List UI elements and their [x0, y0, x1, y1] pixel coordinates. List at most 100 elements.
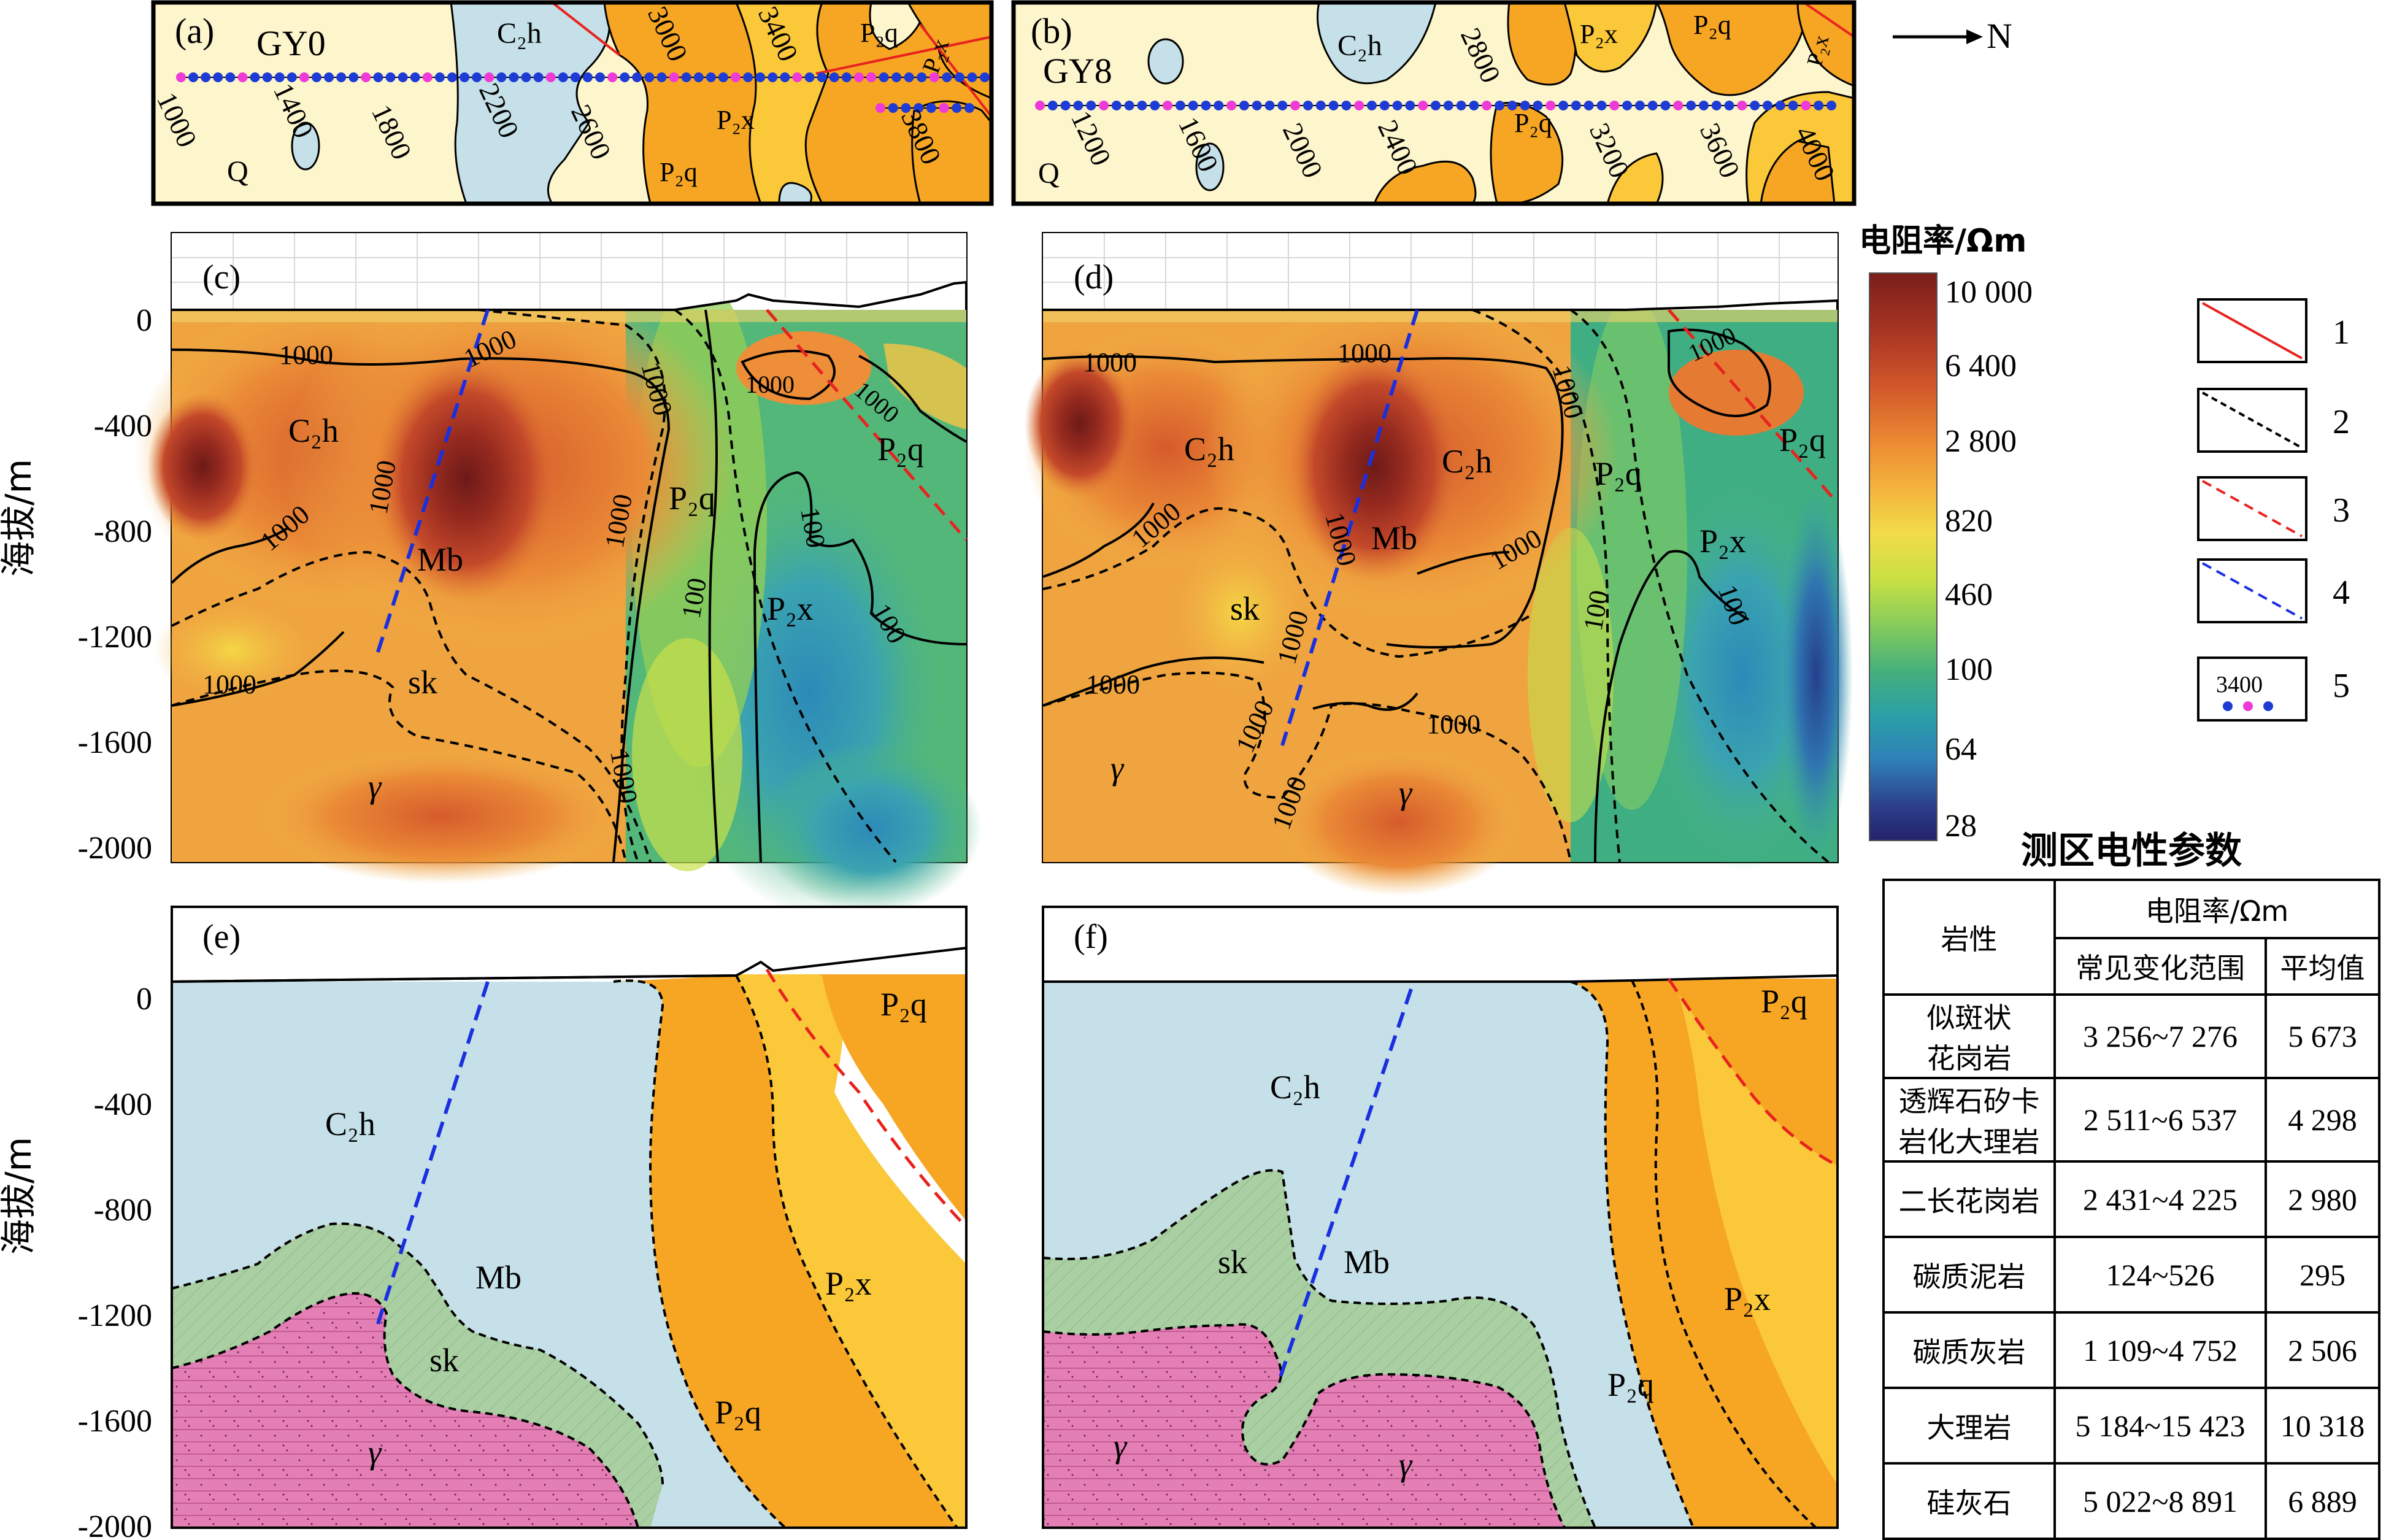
station-dot	[829, 72, 839, 82]
station-dot	[967, 72, 977, 82]
station-dot	[669, 72, 679, 82]
station-dot	[373, 72, 383, 82]
station-dot	[1137, 101, 1147, 110]
y-tick-label: -2000	[78, 831, 152, 866]
panel-d-c2h-label-2: C₂h	[1442, 443, 1492, 480]
table-row: 碳质灰岩 1 109~4 752 2 506	[1882, 1311, 2380, 1389]
panel-a-frame	[151, 0, 994, 206]
panel-f-p2x-label: P₂x	[1724, 1280, 1771, 1317]
station-dot	[1520, 101, 1530, 110]
resistivity-parameter-table: 岩性 电阻率/Ωm 常见变化范围 平均值 似斑状 花岗岩 3 256~7 276 5 …	[1882, 879, 2380, 1540]
colorbar: 电阻率/Ωm 10 000 6 400 2 800 820 460 100 64 28	[1859, 223, 2033, 844]
station-dot	[1277, 101, 1288, 110]
station-dot	[632, 72, 642, 82]
station-dot	[262, 72, 272, 82]
table-cell-range: 2 511~6 537	[2053, 1077, 2267, 1163]
station-dot	[1495, 101, 1505, 110]
panel-d-mb-label: Mb	[1371, 520, 1417, 556]
panel-f-p2q-label: P₂q	[1607, 1366, 1654, 1403]
panel-b-p2x-label: P₂x	[1580, 19, 1618, 49]
station-dot	[942, 72, 952, 82]
station-dot	[1469, 101, 1479, 110]
station-dot	[1073, 101, 1083, 110]
station-dot	[954, 72, 964, 82]
colorbar-tick-label: 10 000	[1945, 275, 2033, 310]
panel-d-p2q-label: P₂q	[1595, 455, 1642, 492]
panel-c-contour-1000-i: 1000	[202, 669, 256, 699]
panel-c-p2x-label: P₂x	[767, 590, 814, 627]
panel-c-contour-1000-a: 1000	[279, 340, 333, 370]
station-dot	[901, 103, 911, 113]
station-dot	[706, 72, 716, 82]
station-dot	[644, 72, 655, 82]
station-dot	[1418, 101, 1428, 110]
station-dot	[1609, 101, 1620, 110]
station-dot	[780, 72, 790, 82]
north-label: N	[1987, 16, 2012, 56]
station-dot	[361, 72, 371, 82]
station-dot	[348, 72, 359, 82]
station-dot	[434, 72, 445, 82]
legend-num-5: 5	[2333, 667, 2350, 705]
panel-e-label: (e)	[202, 918, 241, 956]
panel-e-sk-label: sk	[429, 1342, 459, 1379]
panel-d-contour-1000-b: 1000	[1337, 338, 1391, 368]
table-cell-mean: 5 673	[2265, 993, 2380, 1079]
station-dot	[1188, 101, 1198, 110]
colorbar-tick-label: 64	[1945, 732, 1977, 767]
panel-e-c2h-label: C₂h	[325, 1106, 375, 1142]
panel-d-resistivity-section: (d) C₂h C₂h Mb sk γ γ P₂q P₂x P₂q 1000 1…	[1025, 232, 1853, 896]
legend-num-4: 4	[2333, 574, 2350, 612]
station-dot	[299, 72, 309, 82]
legend-num-3: 3	[2333, 491, 2350, 529]
table-cell-lithology: 碳质泥岩	[1882, 1236, 2056, 1314]
station-dot	[1584, 101, 1594, 110]
panel-c-p2q-label-2: P₂q	[877, 431, 924, 468]
station-dot	[1482, 101, 1492, 110]
station-dot	[1660, 101, 1671, 110]
table-cell-range: 124~526	[2053, 1236, 2267, 1314]
table-cell-lithology: 碳质灰岩	[1882, 1311, 2056, 1389]
station-dot	[545, 72, 556, 82]
station-dot	[914, 103, 924, 113]
y-tick-label: -400	[94, 409, 152, 444]
y-tick-label: 0	[136, 303, 152, 338]
table-cell-mean: 10 318	[2265, 1387, 2380, 1465]
station-dot	[1035, 101, 1045, 110]
table-title: 测区电性参数	[2021, 830, 2242, 872]
table-cell-range: 2 431~4 225	[2053, 1160, 2267, 1238]
panel-a-profile-name: GY0	[256, 23, 326, 63]
unit-c2h-area	[450, 1, 610, 205]
legend-item-1: 1	[2197, 298, 2350, 363]
panel-f-gamma-label-2: γ	[1399, 1446, 1413, 1483]
colorbar-tick-label: 820	[1945, 504, 1993, 539]
station-dot	[287, 72, 297, 82]
panel-c-contour-100-a: 100	[676, 576, 713, 621]
panel-f-sk-label: sk	[1218, 1244, 1247, 1280]
y-axis-top: 海拔/m 0 -400 -800 -1200 -1600 -2000	[0, 303, 152, 866]
y-tick-label: -800	[94, 514, 152, 549]
station-dot	[1379, 101, 1390, 110]
station-dot	[1175, 101, 1185, 110]
panel-b-p2q-label-2: P₂q	[1514, 108, 1552, 138]
station-dot	[422, 72, 433, 82]
y-axis-bottom: 海拔/m 0 -400 -800 -1200 -1600 -2000	[0, 982, 152, 1540]
panel-d-p2x-label: P₂x	[1699, 523, 1746, 560]
table-row: 硅灰石 5 022~8 891 6 889	[1882, 1462, 2380, 1540]
y-tick-label: -1200	[78, 620, 152, 655]
station-dot	[904, 72, 914, 82]
colorbar-tick-label: 28	[1945, 809, 1977, 844]
station-dot	[718, 72, 728, 82]
panel-d-p2q-label-2: P₂q	[1779, 422, 1826, 458]
y-tick-label: -400	[94, 1087, 152, 1122]
legend-sample-station: 3400	[2216, 672, 2263, 698]
station-dot	[385, 72, 396, 82]
panel-c-resistivity-section: (c) C₂h Mb sk γ P₂q P₂x P₂q 1000 1000 10…	[135, 232, 982, 914]
station-dot	[1622, 101, 1633, 110]
station-dot	[1647, 101, 1658, 110]
panel-a-q-label: Q	[227, 155, 248, 188]
table-cell-lithology: 透辉石矽卡 岩化大理岩	[1882, 1077, 2056, 1163]
station-dot	[533, 72, 544, 82]
legend-item-3: 3	[2197, 476, 2350, 541]
station-dot	[1315, 101, 1326, 110]
